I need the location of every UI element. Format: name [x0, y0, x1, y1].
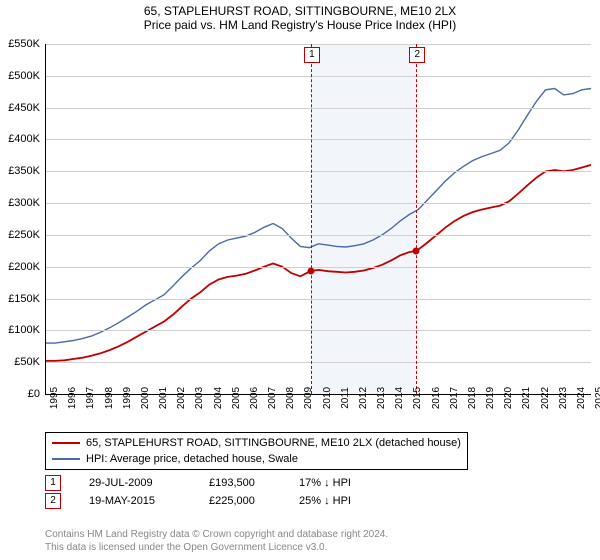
y-axis-label: £400K	[0, 133, 40, 145]
x-axis-label: 1999	[122, 387, 133, 409]
legend-swatch-hpi	[52, 458, 80, 460]
y-axis-label: £200K	[0, 261, 40, 273]
y-axis-label: £450K	[0, 102, 40, 114]
marker-row-1: 1 29-JUL-2009 £193,500 17% ↓ HPI	[45, 474, 399, 492]
grid-line	[46, 44, 591, 45]
legend-label-hpi: HPI: Average price, detached house, Swal…	[86, 453, 298, 465]
x-axis-label: 2008	[285, 387, 296, 409]
x-axis-label: 2001	[158, 387, 169, 409]
x-axis-label: 2000	[140, 387, 151, 409]
marker-1-date: 29-JUL-2009	[89, 477, 209, 489]
marker-box-icon: 1	[304, 47, 320, 63]
marker-1-price: £193,500	[209, 477, 299, 489]
x-axis-label: 2005	[231, 387, 242, 409]
x-axis-label: 1995	[49, 387, 60, 409]
x-axis-label: 2017	[449, 387, 460, 409]
marker-vline	[416, 44, 417, 394]
y-axis-label: £350K	[0, 165, 40, 177]
x-axis-label: 2016	[431, 387, 442, 409]
grid-line	[46, 139, 591, 140]
x-axis-label: 2012	[358, 387, 369, 409]
grid-line	[46, 171, 591, 172]
x-axis-label: 1996	[67, 387, 78, 409]
marker-table: 1 29-JUL-2009 £193,500 17% ↓ HPI 2 19-MA…	[45, 474, 399, 510]
marker-2-delta: 25% ↓ HPI	[299, 495, 399, 507]
legend-row-property: 65, STAPLEHURST ROAD, SITTINGBOURNE, ME1…	[52, 435, 461, 451]
x-axis-label: 2011	[340, 387, 351, 409]
x-axis-label: 2020	[503, 387, 514, 409]
marker-2-date: 19-MAY-2015	[89, 495, 209, 507]
x-axis-label: 2023	[558, 387, 569, 409]
x-axis-label: 2025	[594, 387, 600, 409]
legend-label-property: 65, STAPLEHURST ROAD, SITTINGBOURNE, ME1…	[86, 437, 461, 449]
chart-plot-area: 12	[45, 44, 591, 395]
x-axis-label: 1998	[104, 387, 115, 409]
marker-2-price: £225,000	[209, 495, 299, 507]
marker-2-box-icon: 2	[45, 493, 61, 509]
footnote-line1: Contains HM Land Registry data © Crown c…	[45, 529, 388, 542]
legend-row-hpi: HPI: Average price, detached house, Swal…	[52, 451, 461, 467]
series-line	[46, 89, 591, 344]
y-axis-label: £150K	[0, 293, 40, 305]
chart-lines-svg	[46, 44, 591, 394]
legend-swatch-property	[52, 442, 80, 444]
x-axis-label: 2006	[249, 387, 260, 409]
x-axis-label: 2010	[322, 387, 333, 409]
series-line	[46, 165, 591, 361]
x-axis-label: 2009	[303, 387, 314, 409]
x-axis-label: 1997	[85, 387, 96, 409]
grid-line	[46, 330, 591, 331]
marker-1-box-icon: 1	[45, 475, 61, 491]
title-block: 65, STAPLEHURST ROAD, SITTINGBOURNE, ME1…	[0, 0, 600, 32]
x-axis-label: 2021	[521, 387, 532, 409]
marker-box-icon: 2	[409, 47, 425, 63]
x-axis-label: 2024	[576, 387, 587, 409]
y-axis-label: £250K	[0, 229, 40, 241]
grid-line	[46, 267, 591, 268]
x-axis-label: 2003	[194, 387, 205, 409]
y-axis-label: £550K	[0, 38, 40, 50]
x-axis-label: 2007	[267, 387, 278, 409]
x-axis-label: 2002	[176, 387, 187, 409]
marker-row-2: 2 19-MAY-2015 £225,000 25% ↓ HPI	[45, 492, 399, 510]
legend: 65, STAPLEHURST ROAD, SITTINGBOURNE, ME1…	[45, 432, 468, 470]
grid-line	[46, 203, 591, 204]
footnote: Contains HM Land Registry data © Crown c…	[45, 529, 388, 554]
x-axis-label: 2014	[394, 387, 405, 409]
marker-1-delta: 17% ↓ HPI	[299, 477, 399, 489]
marker-dot-icon	[413, 247, 420, 254]
marker-dot-icon	[307, 267, 314, 274]
y-axis-label: £50K	[0, 356, 40, 368]
grid-line	[46, 108, 591, 109]
y-axis-label: £0	[0, 388, 40, 400]
grid-line	[46, 235, 591, 236]
x-axis-label: 2013	[376, 387, 387, 409]
x-axis-label: 2015	[412, 387, 423, 409]
chart-container: 65, STAPLEHURST ROAD, SITTINGBOURNE, ME1…	[0, 0, 600, 560]
grid-line	[46, 362, 591, 363]
x-axis-label: 2018	[467, 387, 478, 409]
marker-vline	[311, 44, 312, 394]
footnote-line2: This data is licensed under the Open Gov…	[45, 542, 388, 555]
x-axis-label: 2004	[213, 387, 224, 409]
y-axis-label: £500K	[0, 70, 40, 82]
y-axis-label: £100K	[0, 324, 40, 336]
grid-line	[46, 299, 591, 300]
x-axis-label: 2022	[540, 387, 551, 409]
title-subtitle: Price paid vs. HM Land Registry's House …	[0, 18, 600, 32]
grid-line	[46, 76, 591, 77]
title-address: 65, STAPLEHURST ROAD, SITTINGBOURNE, ME1…	[0, 4, 600, 18]
y-axis-label: £300K	[0, 197, 40, 209]
x-axis-label: 2019	[485, 387, 496, 409]
